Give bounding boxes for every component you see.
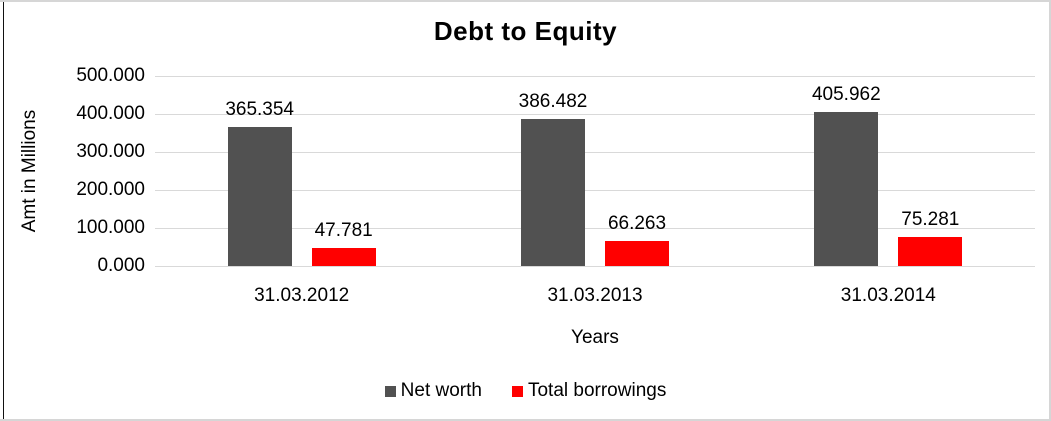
legend-item-total-borrowings: Total borrowings [511, 380, 667, 402]
gridline [155, 265, 1035, 267]
x-tick-label: 31.03.2013 [547, 285, 643, 306]
gridline [155, 227, 1035, 229]
left-border-line [3, 2, 4, 419]
bar-value-label: 66.263 [607, 212, 667, 234]
y-tick-label: 200.000 [76, 179, 145, 200]
y-tick-label: 300.000 [76, 141, 145, 162]
bar-net-worth [814, 111, 879, 266]
chart-legend: Net worth Total borrowings [0, 380, 1051, 402]
y-tick-label: 500.000 [76, 65, 145, 86]
bar-total-borrowings [898, 237, 963, 266]
legend-item-net-worth: Net worth [384, 380, 482, 402]
y-tick-label: 0.000 [97, 255, 145, 276]
gridline [155, 75, 1035, 77]
right-border-line [1049, 0, 1051, 421]
bar-net-worth [521, 119, 585, 266]
bar-value-label: 75.281 [901, 209, 960, 231]
bar-value-label: 47.781 [314, 219, 373, 241]
top-border-line [0, 0, 1051, 2]
bar-value-label: 405.962 [811, 83, 881, 105]
bar-value-label: 386.482 [518, 91, 588, 113]
gridline [155, 189, 1035, 191]
legend-label: Total borrowings [527, 380, 667, 401]
y-tick-label: 100.000 [76, 217, 145, 238]
bar-total-borrowings [605, 240, 669, 266]
x-tick-label: 31.03.2014 [840, 285, 936, 306]
x-tick-label: 31.03.2012 [254, 285, 350, 306]
legend-label: Net worth [400, 380, 482, 401]
bar-total-borrowings [311, 247, 376, 266]
gridline [155, 151, 1035, 153]
bar-value-label: 365.354 [225, 99, 294, 121]
chart-title: Debt to Equity [433, 16, 618, 46]
x-axis-title: Years [571, 327, 619, 348]
gridline [155, 113, 1035, 115]
legend-swatch-icon [511, 385, 523, 397]
plot-area: 365.354 47.781 386.482 66.263 405.962 75.281 [155, 75, 1035, 267]
legend-swatch-icon [384, 385, 396, 397]
bottom-border-line [0, 419, 1051, 421]
bar-net-worth [227, 127, 292, 266]
y-tick-label: 400.000 [76, 103, 145, 124]
